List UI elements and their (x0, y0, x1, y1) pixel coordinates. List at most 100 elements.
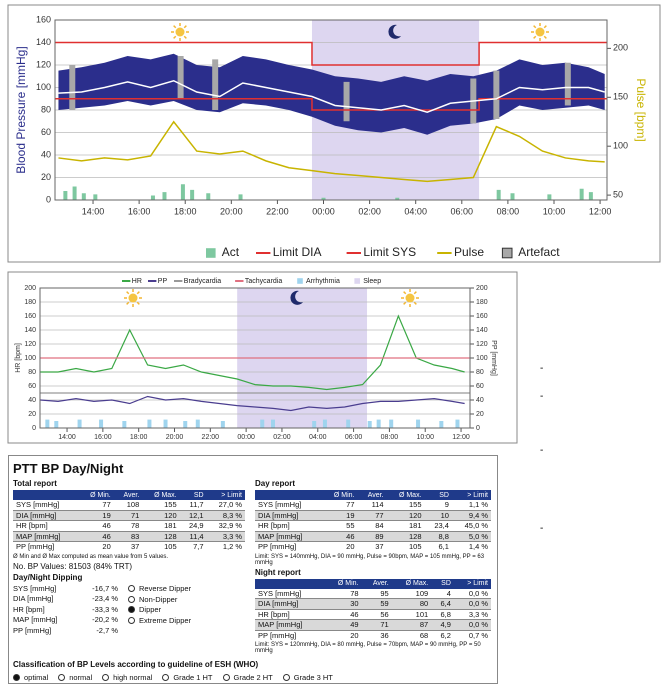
artefact (212, 59, 219, 110)
dipping-value: -2,7 % (96, 625, 118, 635)
y-tick-label: 160 (24, 313, 36, 320)
value-cell: 0,0 % (468, 588, 488, 598)
bar (63, 191, 68, 200)
table-row: HR [bpm] 46 56 101 6,8 3,3 % (255, 609, 491, 620)
radio-button (282, 673, 290, 681)
series-line (55, 98, 607, 111)
bar (72, 186, 77, 200)
sun-ray (173, 25, 177, 29)
bar (147, 419, 152, 428)
x-tick-label: 02:00 (358, 206, 381, 216)
value-cell: 12,1 (179, 509, 207, 521)
dipping-label: SYS [mmHg] (13, 583, 57, 593)
y-axis-title: HR [bpm] (15, 343, 22, 373)
value-cell: 77 (102, 500, 111, 510)
margin-mark: - (540, 391, 544, 402)
value-cell: 89 (357, 530, 387, 542)
bar (321, 197, 326, 200)
value-cell: 120 (142, 509, 180, 521)
radio-button (128, 616, 135, 624)
header-cell: Aver. (357, 490, 387, 500)
bar (81, 193, 86, 200)
dipping-row: PP [mmHg] -2,7 % (13, 626, 128, 637)
header-cell: Aver. (113, 490, 143, 500)
y2-tick-label: 100 (476, 355, 488, 362)
section-heading: Night report (255, 567, 301, 577)
y-tick-label: 100 (36, 82, 51, 92)
limit-note: Limit: SYS = 140mmHg, DIA = 90 mmHg, Pul… (255, 553, 485, 566)
x-tick-label: 18:00 (130, 434, 148, 441)
value-cell: 0,7 % (468, 630, 488, 640)
header-cell: > Limit (453, 578, 491, 589)
header-cell (255, 578, 325, 589)
label-cell: DIA [mmHg] (255, 598, 325, 610)
table-row: PP [mmHg] 20 36 68 6,2 0,7 % (255, 630, 491, 640)
table-row: DIA [mmHg] 19 77 120 10 9,4 % (255, 509, 491, 521)
section-heading: Day/Night Dipping (13, 572, 83, 582)
y2-tick-label: 0 (476, 425, 480, 432)
bar (455, 419, 460, 428)
value-cell: 77 (346, 500, 355, 510)
right-column: Day report Ø Min. Aver. Ø Max. SD > Limit SYS … (255, 478, 491, 656)
table-row: PP [mmHg] 20 37 105 6,1 1,4 % (255, 542, 491, 552)
value-cell: 0,0 % (453, 619, 491, 631)
sun-ray (413, 301, 417, 305)
bar (588, 192, 593, 200)
x-tick-label: 04:00 (404, 206, 427, 216)
value-cell: 9,4 % (451, 509, 491, 521)
dipping-label: HR [bpm] (13, 604, 45, 614)
x-tick-label: 14:00 (82, 206, 105, 216)
series-line (58, 79, 605, 114)
value-cell: 7,7 (193, 542, 204, 552)
margin-mark: - (540, 445, 544, 456)
header-cell (13, 490, 79, 500)
value-cell: 1,2 % (222, 542, 242, 552)
x-tick-label: 14:00 (58, 434, 76, 441)
header-cell: Ø Min. (324, 578, 362, 589)
legend-label: Artefact (518, 245, 560, 259)
table-row: HR [bpm] 46 78 181 24,9 32,9 % (13, 521, 245, 532)
label-cell: PP [mmHg] (258, 542, 297, 552)
value-cell: 6,1 (438, 542, 449, 552)
dipping-option: Reverse Dipper (128, 584, 191, 595)
value-cell: 27,0 % (218, 500, 242, 510)
bar (346, 419, 351, 428)
radio-button (13, 673, 20, 681)
table-row: SYS [mmHg] 77 108 155 11,7 27,0 % (13, 500, 245, 510)
table-row: MAP [mmHg] 46 83 128 11,4 3,3 % (13, 530, 245, 542)
header-cell: Ø Max. (391, 578, 432, 589)
option-label: optimal (24, 672, 49, 682)
value-cell: 181 (409, 521, 422, 531)
bar (579, 188, 584, 200)
value-cell: 114 (371, 500, 384, 510)
bar (99, 419, 104, 428)
legend-label: Tachycardia (245, 278, 282, 285)
bar (312, 421, 317, 428)
legend-label: Sleep (363, 278, 381, 285)
series-line (40, 314, 465, 391)
value-cell: 59 (361, 598, 392, 610)
header-row: Ø Min. Aver. Ø Max. SD > Limit (255, 578, 491, 589)
value-cell: 9 (444, 500, 449, 510)
y-tick-label: 20 (41, 172, 51, 182)
value-cell: 56 (380, 609, 389, 619)
header-row: Ø Min. Aver. Ø Max. SD > Limit (255, 490, 491, 500)
legend-label: HR (132, 278, 142, 285)
y2-tick-label: 200 (476, 285, 488, 292)
option-label: Grade 2 HT (233, 672, 273, 682)
bar (77, 419, 82, 428)
label-cell: SYS [mmHg] (16, 500, 60, 510)
value-cell: 0,0 % (453, 598, 491, 610)
bar (547, 194, 552, 200)
label-cell: PP [mmHg] (258, 630, 297, 640)
y2-tick-label: 20 (476, 411, 484, 418)
x-tick-label: 16:00 (94, 434, 112, 441)
section-heading: Day report (255, 479, 296, 488)
dipping-label: DIA [mmHg] (13, 594, 54, 603)
series-line (58, 120, 605, 183)
value-cell: 46 (322, 530, 358, 542)
x-tick-label: 00:00 (312, 206, 335, 216)
x-tick-label: 22:00 (202, 434, 220, 441)
sun-icon (128, 293, 138, 303)
